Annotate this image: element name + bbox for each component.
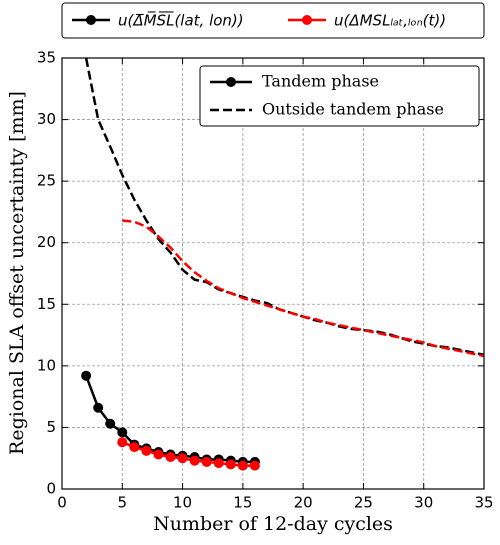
x-tick-label: 0 (57, 494, 67, 512)
point (225, 459, 236, 470)
grid (61, 57, 485, 490)
top-legend-box (61, 2, 485, 39)
phase-legend-box (199, 65, 480, 127)
x-tick-label: 25 (354, 494, 373, 512)
point (237, 460, 248, 471)
plot-lines (81, 58, 484, 471)
x-tick-label: 15 (233, 494, 252, 512)
legend-label: Tandem phase (262, 72, 379, 91)
y-tick-label: 15 (37, 295, 56, 313)
point (249, 460, 260, 471)
y-tick-label: 0 (46, 480, 56, 498)
x-tick-label: 10 (173, 494, 192, 512)
y-tick-label: 30 (37, 110, 56, 128)
x-tick-label: 5 (118, 494, 128, 512)
x-tick-label: 30 (414, 494, 433, 512)
point (165, 451, 176, 462)
x-tick-label: 20 (294, 494, 313, 512)
plot-frame (61, 57, 485, 490)
point (117, 437, 128, 448)
series-line (122, 219, 484, 358)
point (129, 442, 140, 453)
point (81, 370, 92, 381)
ticks: 0 5 10 15 20 25 30 35 0 5 10 15 20 25 30 35 (37, 49, 494, 512)
legend-label: u(ΔMSLₗₐₜ,ₗₒₙ(t)) (334, 12, 446, 30)
legend-marker (302, 15, 312, 25)
y-tick-label: 35 (37, 49, 56, 67)
y-axis-label: Regional SLA offset uncertainty [mm] (6, 91, 28, 455)
point (201, 456, 212, 467)
legend-marker (86, 15, 96, 25)
x-tick-label: 35 (474, 494, 493, 512)
x-axis-label: Number of 12-day cycles (153, 513, 393, 535)
legend: u(Δ̅M̅S̅L̅(lat, lon)) u(ΔMSLₗₐₜ,ₗₒₙ(t)) Ta… (72, 11, 446, 119)
legend-label: Outside tandem phase (262, 100, 444, 119)
point (177, 453, 188, 464)
point (189, 455, 200, 466)
point (117, 427, 128, 438)
point (153, 449, 164, 460)
point (141, 445, 152, 456)
y-tick-label: 25 (37, 172, 56, 190)
legend-marker (226, 77, 236, 87)
point (213, 458, 224, 469)
legend-label: u(Δ̅M̅S̅L̅(lat, lon)) (118, 11, 244, 30)
y-tick-label: 20 (37, 233, 56, 251)
point (93, 402, 104, 413)
y-tick-label: 5 (46, 418, 56, 436)
y-tick-label: 10 (37, 356, 56, 374)
point (105, 418, 116, 429)
